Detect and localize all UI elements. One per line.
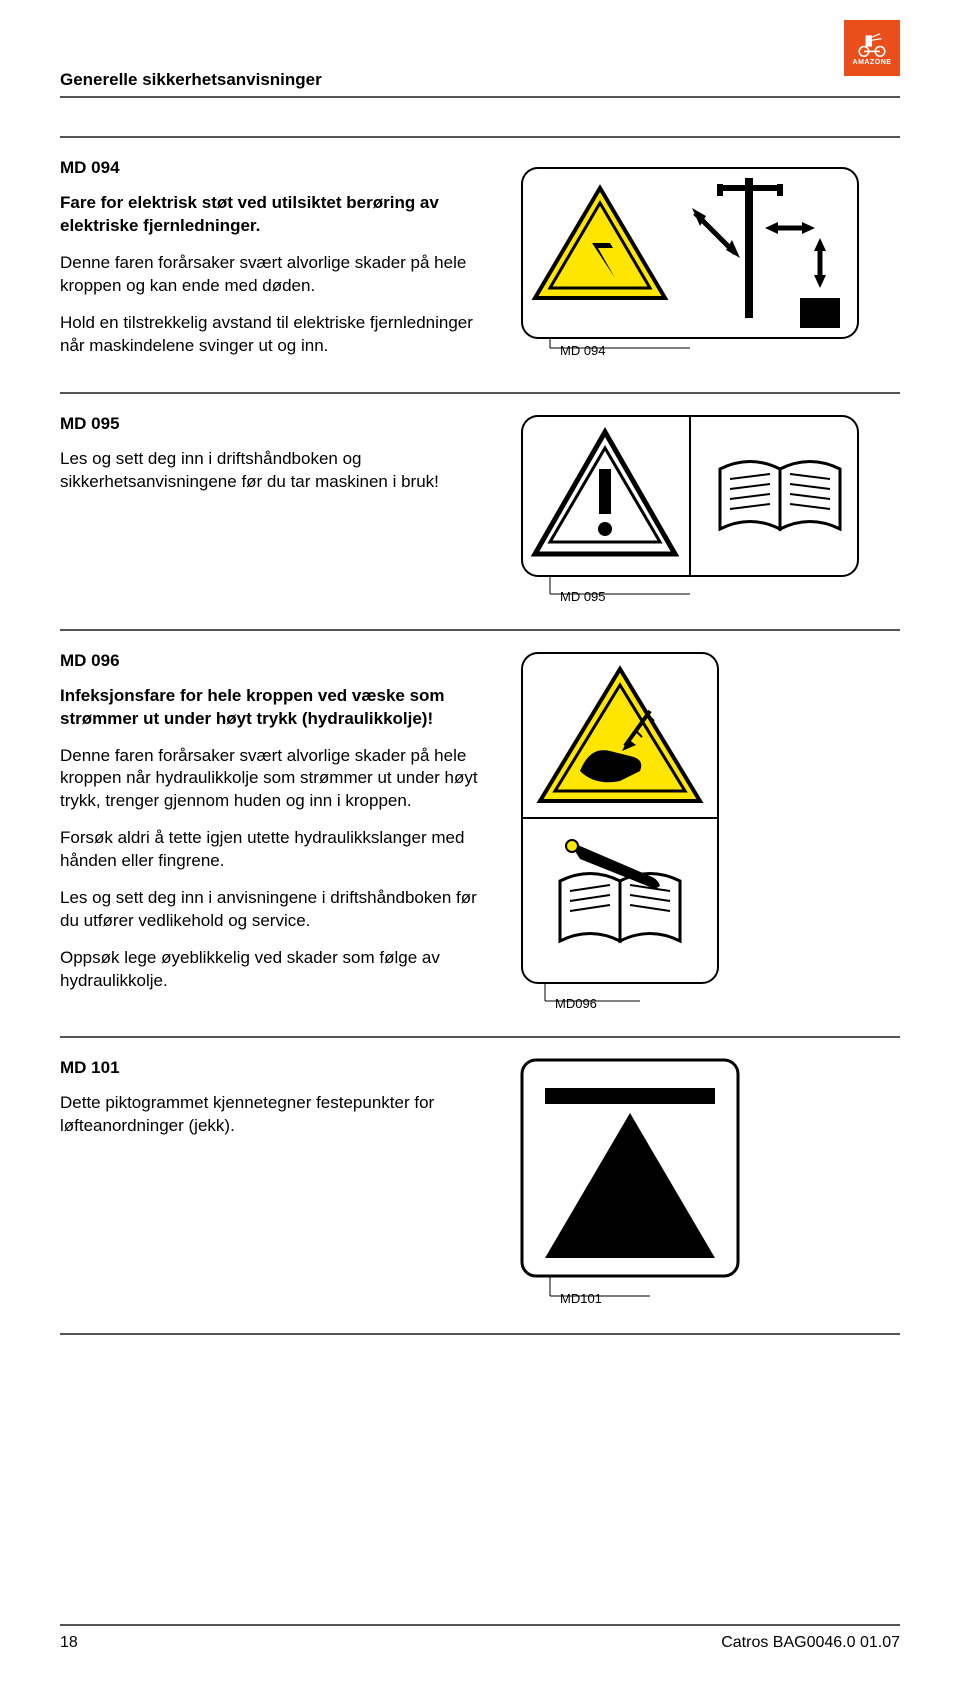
section-paragraph: Denne faren forårsaker svært alvorlige s… bbox=[60, 252, 490, 298]
figure-label: MD 095 bbox=[560, 589, 606, 604]
section-figure: MD101 bbox=[520, 1058, 740, 1313]
section-code: MD 101 bbox=[60, 1058, 490, 1078]
pictogram-md096: MD096 bbox=[520, 651, 720, 1011]
section-paragraph: Les og sett deg inn i driftshåndboken og… bbox=[60, 448, 490, 494]
figure-label: MD096 bbox=[555, 996, 597, 1011]
section-lead: Fare for elektrisk støt ved utilsiktet b… bbox=[60, 192, 490, 238]
section-figure: MD 094 bbox=[520, 158, 860, 363]
brand-logo: AMAZONE bbox=[844, 20, 900, 76]
logo-text: AMAZONE bbox=[853, 59, 892, 66]
section-code: MD 094 bbox=[60, 158, 490, 178]
section-code: MD 095 bbox=[60, 414, 490, 434]
section-text: MD 101 Dette piktogrammet kjennetegner f… bbox=[60, 1058, 490, 1152]
logo-icon bbox=[856, 31, 888, 59]
pictogram-md095: MD 095 bbox=[520, 414, 860, 604]
section-text: MD 096 Infeksjonsfare for hele kroppen v… bbox=[60, 651, 490, 1007]
page-number: 18 bbox=[60, 1634, 78, 1652]
section-paragraph: Dette piktogrammet kjennetegner festepun… bbox=[60, 1092, 490, 1138]
section-paragraph: Les og sett deg inn i anvisningene i dri… bbox=[60, 887, 490, 933]
section-md101: MD 101 Dette piktogrammet kjennetegner f… bbox=[60, 1036, 900, 1335]
section-md096: MD 096 Infeksjonsfare for hele kroppen v… bbox=[60, 629, 900, 1038]
section-md095: MD 095 Les og sett deg inn i driftshåndb… bbox=[60, 392, 900, 631]
section-figure: MD096 bbox=[520, 651, 720, 1016]
doc-reference: Catros BAG0046.0 01.07 bbox=[721, 1634, 900, 1652]
section-lead: Infeksjonsfare for hele kroppen ved væsk… bbox=[60, 685, 490, 731]
figure-label: MD 094 bbox=[560, 343, 606, 358]
section-paragraph: Hold en tilstrekkelig avstand til elektr… bbox=[60, 312, 490, 358]
section-paragraph: Forsøk aldri å tette igjen utette hydrau… bbox=[60, 827, 490, 873]
page-header-title: Generelle sikkerhetsanvisninger bbox=[60, 70, 900, 98]
section-md094: MD 094 Fare for elektrisk støt ved utils… bbox=[60, 136, 900, 394]
page-footer: 18 Catros BAG0046.0 01.07 bbox=[60, 1624, 900, 1652]
section-paragraph: Oppsøk lege øyeblikkelig ved skader som … bbox=[60, 947, 490, 993]
figure-label: MD101 bbox=[560, 1291, 602, 1306]
section-paragraph: Denne faren forårsaker svært alvorlige s… bbox=[60, 745, 490, 814]
section-code: MD 096 bbox=[60, 651, 490, 671]
section-text: MD 094 Fare for elektrisk støt ved utils… bbox=[60, 158, 490, 372]
page: AMAZONE Generelle sikkerhetsanvisninger … bbox=[0, 0, 960, 1682]
section-figure: MD 095 bbox=[520, 414, 860, 609]
section-text: MD 095 Les og sett deg inn i driftshåndb… bbox=[60, 414, 490, 508]
pictogram-md094: MD 094 bbox=[520, 158, 860, 358]
pictogram-md101: MD101 bbox=[520, 1058, 740, 1308]
